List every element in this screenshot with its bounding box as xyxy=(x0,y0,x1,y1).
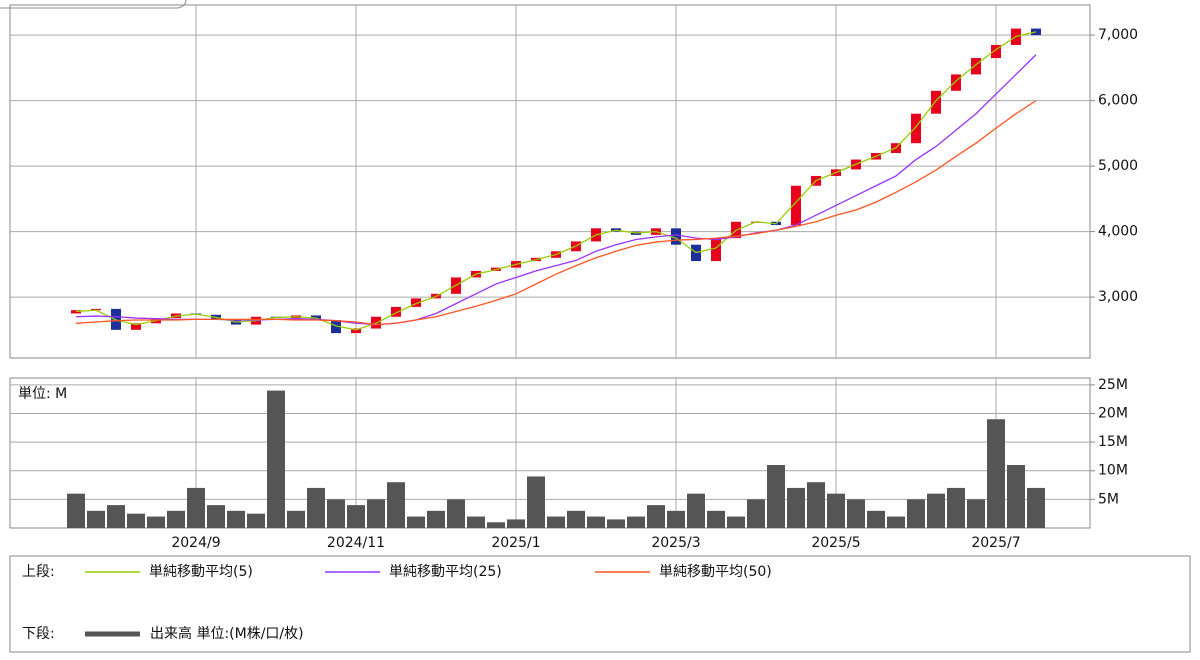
volume-bar xyxy=(787,487,805,528)
volume-bar xyxy=(767,465,785,528)
candle xyxy=(351,328,361,334)
legend-box xyxy=(9,555,1191,653)
volume-bar xyxy=(507,519,525,528)
x-tick-label: 2025/3 xyxy=(651,535,700,551)
volume-bar xyxy=(907,499,925,528)
volume-bar xyxy=(627,516,645,528)
legend-upper-label: 上段: xyxy=(22,564,55,580)
y-tick-label: 20M xyxy=(1098,405,1128,421)
legend-lower-label: 下段: xyxy=(22,626,55,642)
x-tick-label: 2025/7 xyxy=(971,535,1020,551)
candle xyxy=(931,90,941,114)
volume-bar xyxy=(487,522,505,528)
volume-bar xyxy=(927,493,945,528)
volume-bar xyxy=(347,505,365,528)
volume-bar xyxy=(987,419,1005,528)
volume-bar xyxy=(247,513,265,528)
volume-bar xyxy=(127,513,145,528)
volume-bar xyxy=(847,499,865,528)
moving-average-line xyxy=(75,31,1037,331)
volume-bar xyxy=(167,510,185,528)
volume-bar xyxy=(87,510,105,528)
volume-bar xyxy=(967,499,985,528)
volume-bar xyxy=(707,510,725,528)
candle xyxy=(131,323,141,330)
volume-bar xyxy=(567,510,585,528)
x-tick-label: 2025/1 xyxy=(491,535,540,551)
volume-bar xyxy=(267,390,285,528)
volume-bar xyxy=(587,516,605,528)
y-tick-label: 10M xyxy=(1098,463,1128,479)
y-tick-label: 25M xyxy=(1098,377,1128,393)
legend-label: 単純移動平均(50) xyxy=(659,564,772,580)
candle xyxy=(971,58,981,75)
candle xyxy=(991,44,1001,59)
volume-bar xyxy=(687,493,705,528)
candle xyxy=(911,113,921,144)
volume-bar xyxy=(67,493,85,528)
volume-bar xyxy=(147,516,165,528)
volume-bar xyxy=(407,516,425,528)
candle xyxy=(91,308,101,311)
candle xyxy=(711,238,721,262)
volume-bar xyxy=(307,487,325,528)
y-tick-label: 6,000 xyxy=(1098,93,1138,109)
volume-bar xyxy=(207,505,225,528)
volume-bar xyxy=(227,510,245,528)
volume-bar xyxy=(107,505,125,528)
volume-bar xyxy=(827,493,845,528)
volume-bar xyxy=(887,516,905,528)
x-tick-label: 2024/11 xyxy=(327,535,385,551)
candle xyxy=(391,306,401,317)
volume-unit: 単位: M xyxy=(18,386,67,402)
candle xyxy=(411,298,421,307)
volume-bar xyxy=(387,482,405,528)
y-tick-label: 4,000 xyxy=(1098,224,1138,240)
volume-bar xyxy=(667,510,685,528)
y-tick-label: 3,000 xyxy=(1098,289,1138,305)
legend-label: 単純移動平均(25) xyxy=(389,564,502,580)
volume-bar xyxy=(1007,465,1025,528)
legend-label: 出来高 単位:(M株/口/枚) xyxy=(150,625,304,642)
x-tick-label: 2025/5 xyxy=(811,535,860,551)
volume-bar xyxy=(467,516,485,528)
volume-bar xyxy=(607,519,625,528)
candle xyxy=(791,185,801,226)
y-tick-label: 7,000 xyxy=(1098,27,1138,43)
volume-bar xyxy=(287,510,305,528)
y-tick-label: 5,000 xyxy=(1098,158,1138,174)
candle xyxy=(71,310,81,314)
y-tick-label: 5M xyxy=(1098,491,1119,507)
x-tick-label: 2024/9 xyxy=(171,535,220,551)
volume-bar xyxy=(647,505,665,528)
volume-bar xyxy=(1027,487,1045,528)
moving-average-line xyxy=(75,100,1037,326)
volume-bar xyxy=(327,499,345,528)
volume-bar xyxy=(947,487,965,528)
volume-bar xyxy=(727,516,745,528)
y-tick-label: 15M xyxy=(1098,434,1128,450)
candle xyxy=(671,228,681,245)
candle xyxy=(951,74,961,91)
tab-edge xyxy=(0,0,187,9)
volume-bar xyxy=(427,510,445,528)
legend-label: 単純移動平均(5) xyxy=(149,564,253,580)
volume-bar xyxy=(747,499,765,528)
volume-bar xyxy=(527,476,545,528)
volume-bar xyxy=(547,516,565,528)
volume-bar xyxy=(867,510,885,528)
moving-average-line xyxy=(75,54,1037,326)
volume-bar xyxy=(187,487,205,528)
volume-bar xyxy=(807,482,825,528)
volume-bar xyxy=(447,499,465,528)
volume-bar xyxy=(367,499,385,528)
price-panel xyxy=(9,4,1091,359)
